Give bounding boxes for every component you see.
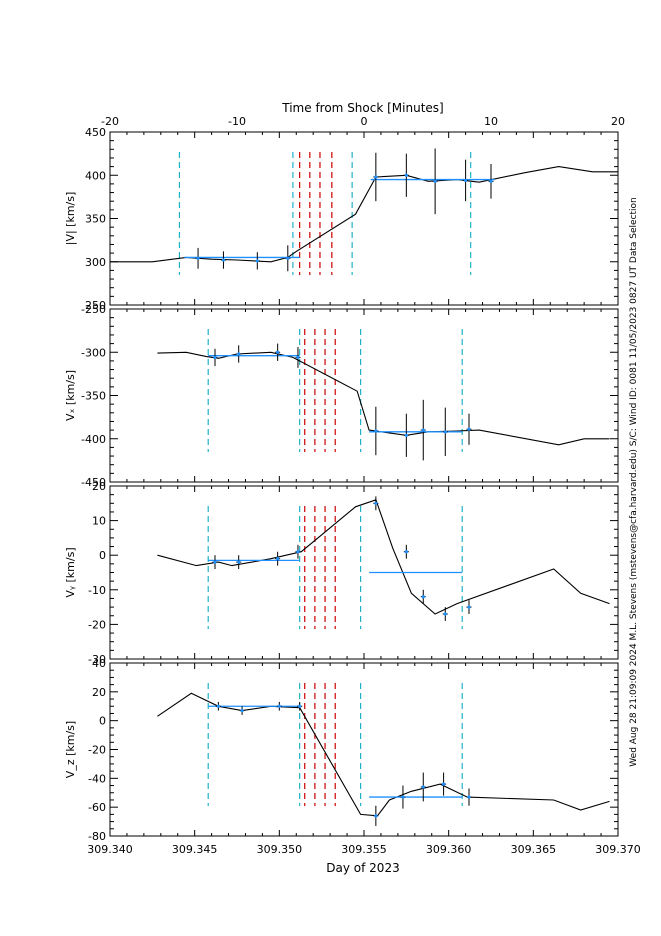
data-point <box>467 427 471 431</box>
bottom-axis-title: Day of 2023 <box>326 861 399 875</box>
y-tick-label: 20 <box>92 480 106 493</box>
y-tick-label: -60 <box>88 801 106 814</box>
y-tick-label: 250 <box>85 299 106 312</box>
data-point <box>421 595 425 599</box>
x-tick-label: 309.360 <box>426 843 472 856</box>
data-point <box>421 428 425 432</box>
y-tick-label: -20 <box>88 618 106 631</box>
data-point <box>374 501 378 505</box>
data-point <box>296 550 300 554</box>
y-tick-label: 40 <box>92 657 106 670</box>
y-tick-label: -80 <box>88 830 106 843</box>
x-tick-label: 309.355 <box>341 843 387 856</box>
data-point <box>404 433 408 437</box>
data-point <box>213 560 217 564</box>
data-point <box>237 560 241 564</box>
data-point <box>374 175 378 179</box>
data-point <box>276 350 280 354</box>
data-point <box>196 256 200 260</box>
y-tick-label: 10 <box>92 515 106 528</box>
data-point <box>443 430 447 434</box>
data-point <box>374 429 378 433</box>
data-point <box>421 785 425 789</box>
top-x-tick-label: -10 <box>228 115 246 128</box>
y-tick-label: 0 <box>99 715 106 728</box>
y-tick-label: -250 <box>81 303 106 316</box>
data-trace <box>157 351 610 446</box>
y-tick-label: -350 <box>81 390 106 403</box>
data-trace <box>157 499 610 615</box>
side-annotation: Wed Aug 28 21:09:09 2024 M.L. Stevens (m… <box>629 197 639 766</box>
y-tick-label: 300 <box>85 256 106 269</box>
y-tick-label: -20 <box>88 744 106 757</box>
data-point <box>443 612 447 616</box>
y-tick-label: 450 <box>85 126 106 139</box>
data-point <box>467 605 471 609</box>
top-x-tick-label: -20 <box>101 115 119 128</box>
x-tick-label: 309.370 <box>595 843 641 856</box>
data-point <box>467 795 471 799</box>
data-point <box>240 708 244 713</box>
data-point <box>276 557 280 561</box>
data-point <box>464 178 468 183</box>
data-point <box>277 704 281 708</box>
top-axis-title: Time from Shock [Minutes] <box>281 101 443 115</box>
y-tick-label: 400 <box>85 169 106 182</box>
data-point <box>404 550 408 554</box>
data-point <box>286 256 290 260</box>
data-point <box>433 179 437 183</box>
x-tick-label: 309.345 <box>172 843 218 856</box>
data-point <box>213 355 217 360</box>
panel-frame <box>109 308 619 483</box>
data-point <box>237 352 241 356</box>
data-point <box>489 179 493 183</box>
y-tick-label: -400 <box>81 433 106 446</box>
panel-3: -30 -20 -10 0 10 20 Vᵧ [km/s] <box>64 480 619 666</box>
top-x-tick-label: 20 <box>611 115 625 128</box>
top-x-tick-label: 10 <box>484 115 498 128</box>
x-tick-label: 309.340 <box>87 843 133 856</box>
panel-2: -450 -400 -350 -300 -250 Vₓ [km/s] <box>64 303 619 489</box>
panel-1: 250 300 350 400 450 |V| [km/s] -20 -10 0 10 20 <box>64 115 625 312</box>
y-tick-label: -40 <box>88 772 106 785</box>
top-x-tick-label: 0 <box>361 115 368 128</box>
data-trace <box>110 166 618 263</box>
data-point <box>298 704 302 708</box>
data-point <box>401 795 405 799</box>
y-axis-label: |V| [km/s] <box>64 192 77 246</box>
y-tick-label: -300 <box>81 346 106 359</box>
panel-frame <box>109 485 619 660</box>
data-point <box>221 258 226 262</box>
y-tick-label: -10 <box>88 584 106 597</box>
y-tick-label: 350 <box>85 213 106 226</box>
data-point <box>255 259 259 263</box>
panel-frame <box>109 662 619 837</box>
x-tick-label: 309.365 <box>511 843 557 856</box>
y-axis-label: Vₓ [km/s] <box>64 370 77 421</box>
data-point <box>216 704 220 708</box>
panel-4: -80 -60 -40 -20 0 20 40 V_z [km/s] 309.340 309.34… <box>64 657 641 856</box>
data-point <box>441 782 446 786</box>
y-tick-label: 20 <box>92 686 106 699</box>
data-point <box>296 355 300 360</box>
y-axis-label: V_z [km/s] <box>64 721 77 778</box>
y-tick-label: -450 <box>81 476 106 489</box>
y-tick-label: -30 <box>88 653 106 666</box>
data-point <box>404 173 408 177</box>
panel-frame <box>109 131 619 306</box>
data-point <box>374 814 378 818</box>
y-tick-label: 0 <box>99 549 106 562</box>
y-axis-label: Vᵧ [km/s] <box>64 547 77 597</box>
x-tick-label: 309.350 <box>257 843 303 856</box>
